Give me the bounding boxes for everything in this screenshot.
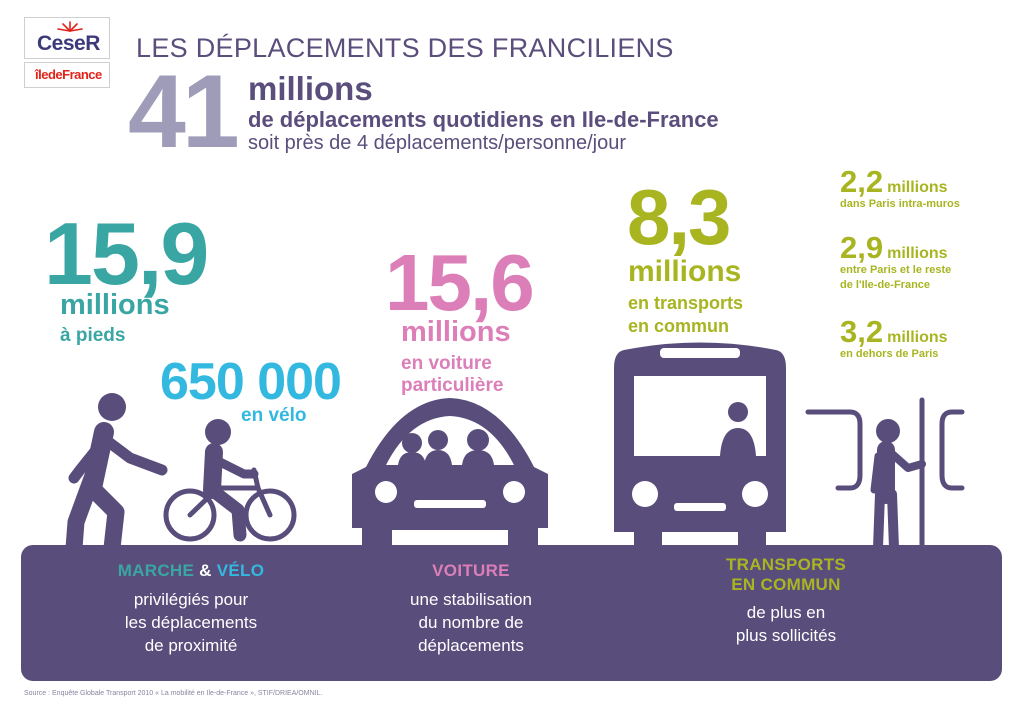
banner-text: privilégiés pour: [133, 590, 249, 610]
banner-text: du nombre de: [418, 613, 524, 633]
sun-rays-icon: [57, 21, 83, 32]
ceser-logo-text: CeseR: [37, 32, 100, 55]
page-title: LES DÉPLACEMENTS DES FRANCILIENS: [136, 33, 674, 63]
cycling-description: en vélo: [241, 405, 307, 426]
car-description-line1: en voiture: [401, 353, 492, 374]
banner-column-transit: TRANSPORTS EN COMMUN de plus en plus sol…: [671, 555, 901, 648]
transit-breakdown-paris: 2,2 millions dans Paris intra-muros: [840, 166, 960, 212]
banner-heading-walk-bike: MARCHE & VÉLO: [61, 561, 321, 581]
breakdown-number: 2,2: [840, 164, 884, 199]
breakdown-description-line2: de l'Ile-de-France: [840, 278, 931, 291]
idf-logo-text: îledeFrance: [35, 67, 102, 82]
transit-description-line2: en commun: [628, 316, 730, 336]
banner-text: de proximité: [144, 636, 238, 656]
banner-text: de plus en: [746, 602, 826, 622]
cyclist-icon: [163, 419, 297, 542]
banner-heading-transit-line1: TRANSPORTS: [725, 555, 847, 574]
banner-text: les déplacements: [124, 613, 258, 633]
source-note: Source : Enquête Globale Transport 2010 …: [24, 690, 323, 697]
car-unit: millions: [401, 316, 511, 348]
car-icon: [352, 398, 548, 548]
banner-text: une stabilisation: [410, 590, 532, 610]
walking-description: à pieds: [60, 325, 126, 346]
ceser-logo: CeseR: [24, 17, 110, 59]
breakdown-description: en dehors de Paris: [840, 348, 939, 360]
banner-heading-car: VOITURE: [432, 561, 510, 580]
breakdown-number: 3,2: [840, 314, 884, 349]
bus-icon: [614, 342, 786, 548]
breakdown-description: entre Paris et le reste: [840, 264, 952, 276]
breakdown-unit: millions: [887, 329, 948, 346]
transit-breakdown-outside-paris: 3,2 millions en dehors de Paris: [840, 316, 948, 362]
breakdown-number: 2,9: [840, 230, 884, 265]
car-description-line2: particulière: [401, 375, 504, 396]
transit-breakdown-paris-idf: 2,9 millions entre Paris et le reste de l…: [840, 232, 951, 293]
walking-number: 15,9: [44, 204, 209, 303]
cycling-number: 650 000: [160, 353, 342, 411]
heading-ampersand: &: [199, 561, 212, 580]
transit-description-line1: en transports: [628, 293, 744, 313]
heading-walk: MARCHE: [117, 561, 195, 580]
breakdown-unit: millions: [887, 179, 948, 196]
transit-unit: millions: [628, 255, 742, 288]
total-subline: soit près de 4 déplacements/personne/jou…: [248, 132, 627, 154]
idf-logo: îledeFrance: [24, 62, 110, 88]
banner-heading-transit-line2: EN COMMUN: [731, 575, 841, 595]
banner-column-car: VOITURE une stabilisation du nombre de d…: [341, 561, 601, 658]
banner-text: déplacements: [418, 636, 524, 656]
total-unit: millions: [248, 70, 373, 107]
banner-column-walk-bike: MARCHE & VÉLO privilégiés pour les dépla…: [61, 561, 321, 658]
car-number: 15,6: [385, 238, 535, 327]
transit-number: 8,3: [627, 173, 731, 261]
standing-passenger-icon: [805, 397, 965, 553]
breakdown-description: dans Paris intra-muros: [840, 198, 960, 210]
summary-banner: MARCHE & VÉLO privilégiés pour les dépla…: [21, 545, 1002, 681]
total-description: de déplacements quotidiens en Ile-de-Fra…: [248, 107, 719, 132]
total-number: 41: [128, 54, 240, 170]
heading-bike: VÉLO: [216, 561, 265, 580]
banner-text: plus sollicités: [735, 625, 837, 645]
walking-unit: millions: [60, 289, 170, 321]
pedestrian-icon: [65, 393, 168, 557]
breakdown-unit: millions: [887, 245, 948, 262]
